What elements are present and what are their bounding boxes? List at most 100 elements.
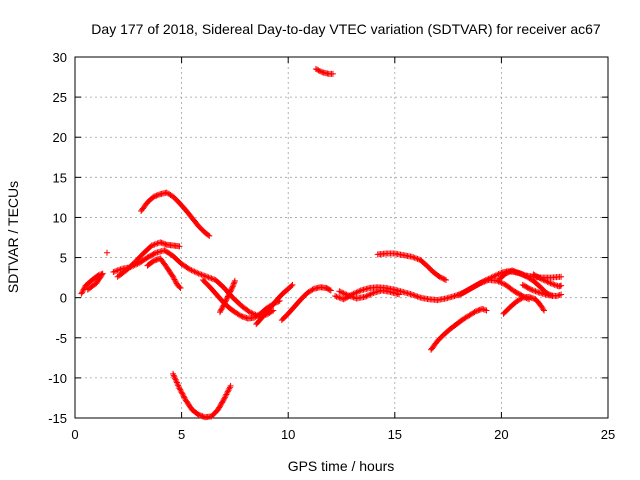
data-point bbox=[480, 306, 487, 313]
data-point bbox=[491, 273, 498, 280]
data-point bbox=[480, 278, 487, 285]
data-point bbox=[353, 289, 360, 296]
data-point bbox=[436, 273, 443, 280]
data-point bbox=[86, 285, 93, 292]
data-point bbox=[231, 279, 238, 286]
data-point bbox=[551, 281, 558, 288]
chart-title: Day 177 of 2018, Sidereal Day-to-day VTE… bbox=[91, 21, 601, 37]
data-point bbox=[318, 68, 325, 75]
data-point bbox=[550, 281, 557, 288]
data-point bbox=[494, 271, 501, 278]
data-point bbox=[316, 67, 323, 74]
series-arc-8 bbox=[216, 277, 238, 316]
data-point bbox=[410, 254, 417, 261]
x-tick-label: 15 bbox=[388, 427, 402, 442]
data-point bbox=[177, 386, 184, 393]
data-point bbox=[173, 379, 180, 386]
data-point bbox=[489, 273, 496, 280]
data-point bbox=[343, 291, 350, 298]
data-point bbox=[558, 291, 565, 298]
data-point bbox=[334, 294, 341, 301]
data-point bbox=[541, 307, 548, 314]
data-point bbox=[221, 395, 228, 402]
data-point bbox=[228, 285, 235, 292]
data-point bbox=[538, 276, 545, 283]
data-point bbox=[354, 288, 361, 295]
data-point bbox=[220, 396, 227, 403]
data-point bbox=[175, 383, 182, 390]
series-arc-10 bbox=[278, 284, 334, 324]
data-point bbox=[216, 309, 223, 316]
data-point bbox=[180, 392, 187, 399]
data-point bbox=[312, 66, 319, 73]
data-point bbox=[503, 269, 510, 276]
data-point bbox=[188, 267, 195, 274]
y-tick-label: -15 bbox=[48, 411, 67, 426]
data-point bbox=[349, 293, 356, 300]
data-point bbox=[154, 240, 161, 247]
data-point bbox=[223, 297, 230, 304]
y-tick-label: 10 bbox=[53, 210, 67, 225]
data-point bbox=[336, 288, 343, 295]
data-point bbox=[181, 394, 188, 401]
data-point bbox=[205, 274, 212, 281]
data-point bbox=[221, 301, 228, 308]
data-point bbox=[413, 255, 420, 262]
data-point bbox=[482, 306, 489, 313]
data-point bbox=[369, 290, 376, 297]
data-point bbox=[230, 280, 237, 287]
data-point bbox=[361, 293, 368, 300]
data-point bbox=[248, 309, 255, 316]
data-point bbox=[408, 253, 415, 260]
data-point bbox=[340, 290, 347, 297]
data-point bbox=[170, 372, 177, 379]
series-arc-20 bbox=[530, 271, 565, 290]
data-point bbox=[221, 299, 228, 306]
data-point bbox=[227, 287, 234, 294]
data-point bbox=[229, 284, 236, 291]
data-point bbox=[219, 303, 226, 310]
data-point bbox=[224, 293, 231, 300]
data-point bbox=[198, 271, 205, 278]
data-point bbox=[396, 291, 403, 298]
data-point bbox=[226, 290, 233, 297]
data-point bbox=[502, 270, 509, 277]
data-point bbox=[226, 289, 233, 296]
data-point bbox=[117, 266, 124, 273]
series-arc-11 bbox=[312, 66, 336, 77]
data-point bbox=[195, 270, 202, 277]
data-point bbox=[327, 287, 334, 294]
data-point bbox=[413, 293, 420, 300]
series-arc-19 bbox=[519, 281, 565, 300]
data-point bbox=[342, 290, 349, 297]
data-point bbox=[110, 268, 117, 275]
data-point bbox=[344, 292, 351, 299]
data-point bbox=[116, 266, 123, 273]
data-point bbox=[204, 273, 211, 280]
data-point bbox=[148, 242, 155, 249]
data-point bbox=[171, 373, 178, 380]
y-tick-label: 30 bbox=[53, 50, 67, 65]
data-point bbox=[482, 277, 489, 284]
data-point bbox=[270, 307, 277, 314]
series-arc-5 bbox=[138, 189, 213, 239]
data-point bbox=[555, 292, 562, 299]
data-point bbox=[451, 293, 458, 300]
data-point bbox=[78, 290, 85, 297]
data-point bbox=[231, 277, 238, 284]
data-point bbox=[230, 282, 237, 289]
data-point bbox=[103, 249, 110, 256]
data-point bbox=[223, 296, 230, 303]
data-point bbox=[339, 289, 346, 296]
data-point bbox=[544, 278, 551, 285]
data-point bbox=[202, 273, 209, 280]
data-point bbox=[326, 286, 333, 293]
data-point bbox=[347, 293, 354, 300]
data-point bbox=[553, 293, 560, 300]
data-point bbox=[315, 67, 322, 74]
data-point bbox=[471, 309, 478, 316]
data-point bbox=[170, 370, 177, 377]
data-point bbox=[79, 289, 86, 296]
data-point bbox=[150, 241, 157, 248]
